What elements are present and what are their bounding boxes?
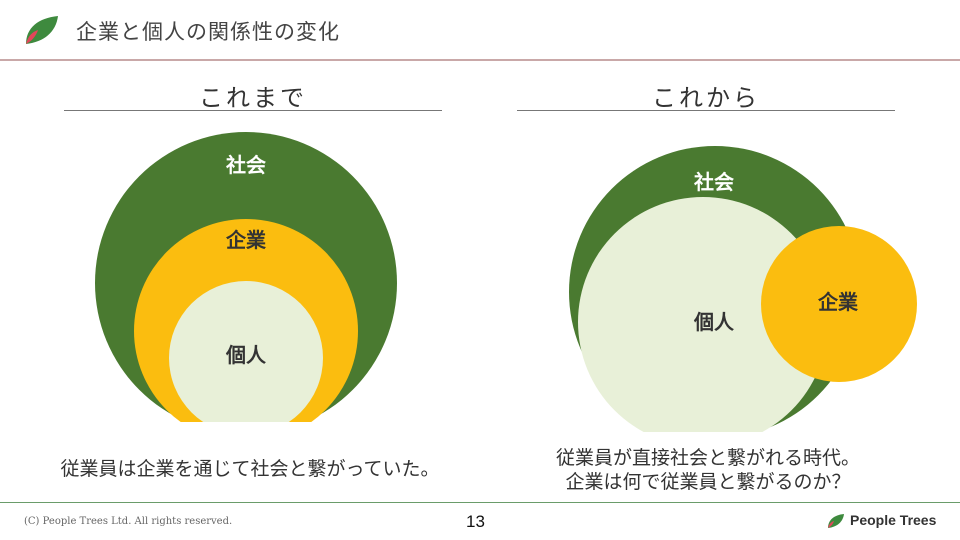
slide-title: 企業と個人の関係性の変化: [76, 20, 340, 44]
after-heading-rule: [517, 110, 895, 111]
footer-divider: [0, 502, 960, 503]
after-company-label: 企業: [817, 290, 859, 314]
after-company-circle: [761, 226, 917, 382]
after-caption: 従業員が直接社会と繋がれる時代。 企業は何で従業員と繋がるのか？: [488, 446, 928, 494]
leaf-logo-icon: [828, 514, 844, 528]
before-heading-rule: [64, 110, 442, 111]
after-heading: これから: [652, 84, 760, 112]
after-diagram: 社会 個人 企業: [569, 146, 917, 432]
before-company-label: 企業: [225, 228, 267, 252]
after-individual-label: 個人: [693, 310, 735, 334]
before-society-label: 社会: [225, 153, 266, 177]
leaf-logo-icon: [26, 16, 58, 44]
before-caption: 従業員は企業を通じて社会と繋がっていた。: [60, 458, 440, 480]
before-individual-circle: [169, 281, 323, 422]
copyright-notice: (C) People Trees Ltd. All rights reserve…: [24, 516, 233, 527]
before-heading: これまで: [199, 84, 307, 112]
page-number: 13: [466, 512, 485, 531]
after-caption-line-2: 企業は何で従業員と繋がるのか？: [565, 471, 851, 493]
before-diagram: 社会 企業 個人: [95, 132, 397, 422]
slide-header: 企業と個人の関係性の変化: [0, 0, 960, 61]
before-individual-label: 個人: [225, 343, 267, 367]
after-individual-circle: [578, 197, 828, 432]
after-society-label: 社会: [693, 170, 734, 194]
header-divider: [0, 59, 960, 61]
brand-name: People Trees: [850, 512, 937, 528]
after-caption-line-1: 従業員が直接社会と繋がれる時代。: [555, 447, 860, 469]
